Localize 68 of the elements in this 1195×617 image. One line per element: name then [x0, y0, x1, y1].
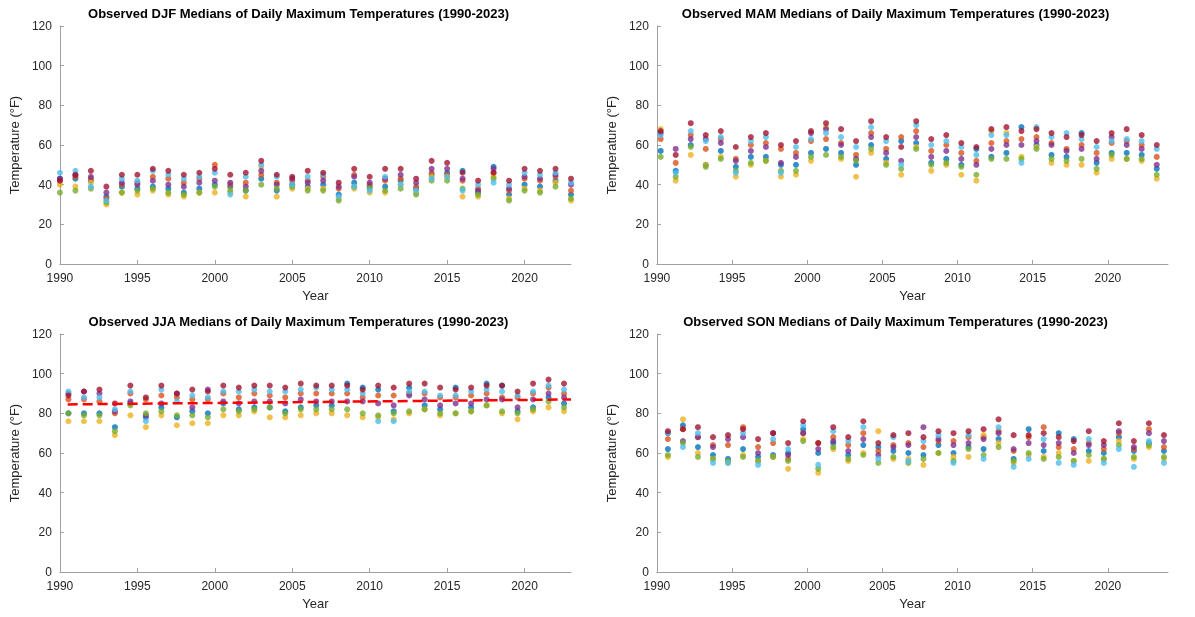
- x-tick-label: 1990: [643, 271, 671, 285]
- x-tick-label: 2020: [1094, 579, 1122, 593]
- y-tick-label: 80: [38, 406, 53, 421]
- y-axis-title: Temperature (°F): [7, 403, 22, 503]
- y-tick-label: 20: [635, 525, 650, 540]
- x-axis-title: Year: [302, 595, 330, 611]
- x-tick-label: 2010: [356, 271, 384, 285]
- y-tick-label: 120: [628, 327, 650, 341]
- y-tick-label: 120: [31, 19, 53, 33]
- x-tick-label: 2000: [793, 579, 821, 593]
- x-tick-label: 1995: [718, 271, 746, 285]
- x-tick-label: 1995: [718, 579, 746, 593]
- chart-title: Observed DJF Medians of Daily Maximum Temperatures (1990-2023): [88, 6, 509, 21]
- x-tick-label: 2010: [944, 271, 972, 285]
- chart-title: Observed MAM Medians of Daily Maximum Temperatures (1990-2023): [681, 6, 1110, 21]
- x-axis-title: Year: [899, 595, 927, 611]
- x-tick-label: 2020: [1094, 271, 1122, 285]
- y-tick-label: 40: [38, 177, 53, 192]
- y-tick-label: 40: [635, 177, 650, 192]
- y-tick-label: 100: [628, 58, 650, 73]
- x-tick-label: 2015: [1019, 579, 1047, 593]
- y-tick-label: 20: [635, 217, 650, 232]
- x-axis-title: Year: [302, 287, 330, 303]
- y-axis-title: Temperature (°F): [7, 95, 22, 195]
- x-tick-label: 2020: [511, 579, 539, 593]
- x-tick-label: 2005: [278, 271, 306, 285]
- x-tick-label: 2020: [511, 271, 539, 285]
- y-tick-label: 0: [642, 565, 650, 579]
- y-tick-label: 20: [38, 525, 53, 540]
- y-tick-label: 40: [38, 485, 53, 500]
- x-tick-label: 2000: [793, 271, 821, 285]
- x-tick-label: 2005: [869, 271, 897, 285]
- x-tick-label: 1990: [643, 579, 671, 593]
- y-tick-label: 0: [642, 257, 650, 271]
- y-tick-label: 120: [628, 19, 650, 33]
- y-tick-label: 100: [628, 366, 650, 381]
- y-tick-label: 60: [635, 138, 650, 152]
- y-tick-label: 100: [31, 58, 53, 73]
- y-tick-label: 120: [31, 327, 53, 341]
- chart-title: Observed JJA Medians of Daily Maximum Temperatures (1990-2023): [88, 314, 509, 329]
- x-tick-label: 2005: [869, 579, 897, 593]
- y-tick-label: 60: [38, 138, 53, 152]
- y-tick-label: 60: [635, 446, 650, 460]
- y-tick-label: 0: [45, 565, 53, 579]
- y-axis-title: Temperature (°F): [604, 95, 619, 195]
- x-tick-label: 2015: [433, 271, 461, 285]
- y-tick-label: 0: [45, 257, 53, 271]
- x-tick-label: 2010: [944, 579, 972, 593]
- x-tick-label: 2000: [201, 579, 229, 593]
- y-tick-label: 80: [635, 98, 650, 113]
- y-tick-label: 60: [38, 446, 53, 460]
- x-tick-label: 2005: [278, 579, 306, 593]
- x-axis-title: Year: [899, 287, 927, 303]
- x-tick-label: 2015: [1019, 271, 1047, 285]
- y-tick-label: 80: [635, 406, 650, 421]
- x-tick-label: 1990: [46, 271, 74, 285]
- y-tick-label: 40: [635, 485, 650, 500]
- x-tick-label: 1995: [124, 579, 152, 593]
- x-tick-label: 2010: [356, 579, 384, 593]
- x-tick-label: 1995: [124, 271, 152, 285]
- x-tick-label: 1990: [46, 579, 74, 593]
- y-tick-label: 80: [38, 98, 53, 113]
- y-tick-label: 20: [38, 217, 53, 232]
- chart-title: Observed SON Medians of Daily Maximum Temperatures (1990-2023): [683, 314, 1108, 329]
- y-axis-title: Temperature (°F): [604, 403, 619, 503]
- y-tick-label: 100: [31, 366, 53, 381]
- x-tick-label: 2000: [201, 271, 229, 285]
- x-tick-label: 2015: [433, 579, 461, 593]
